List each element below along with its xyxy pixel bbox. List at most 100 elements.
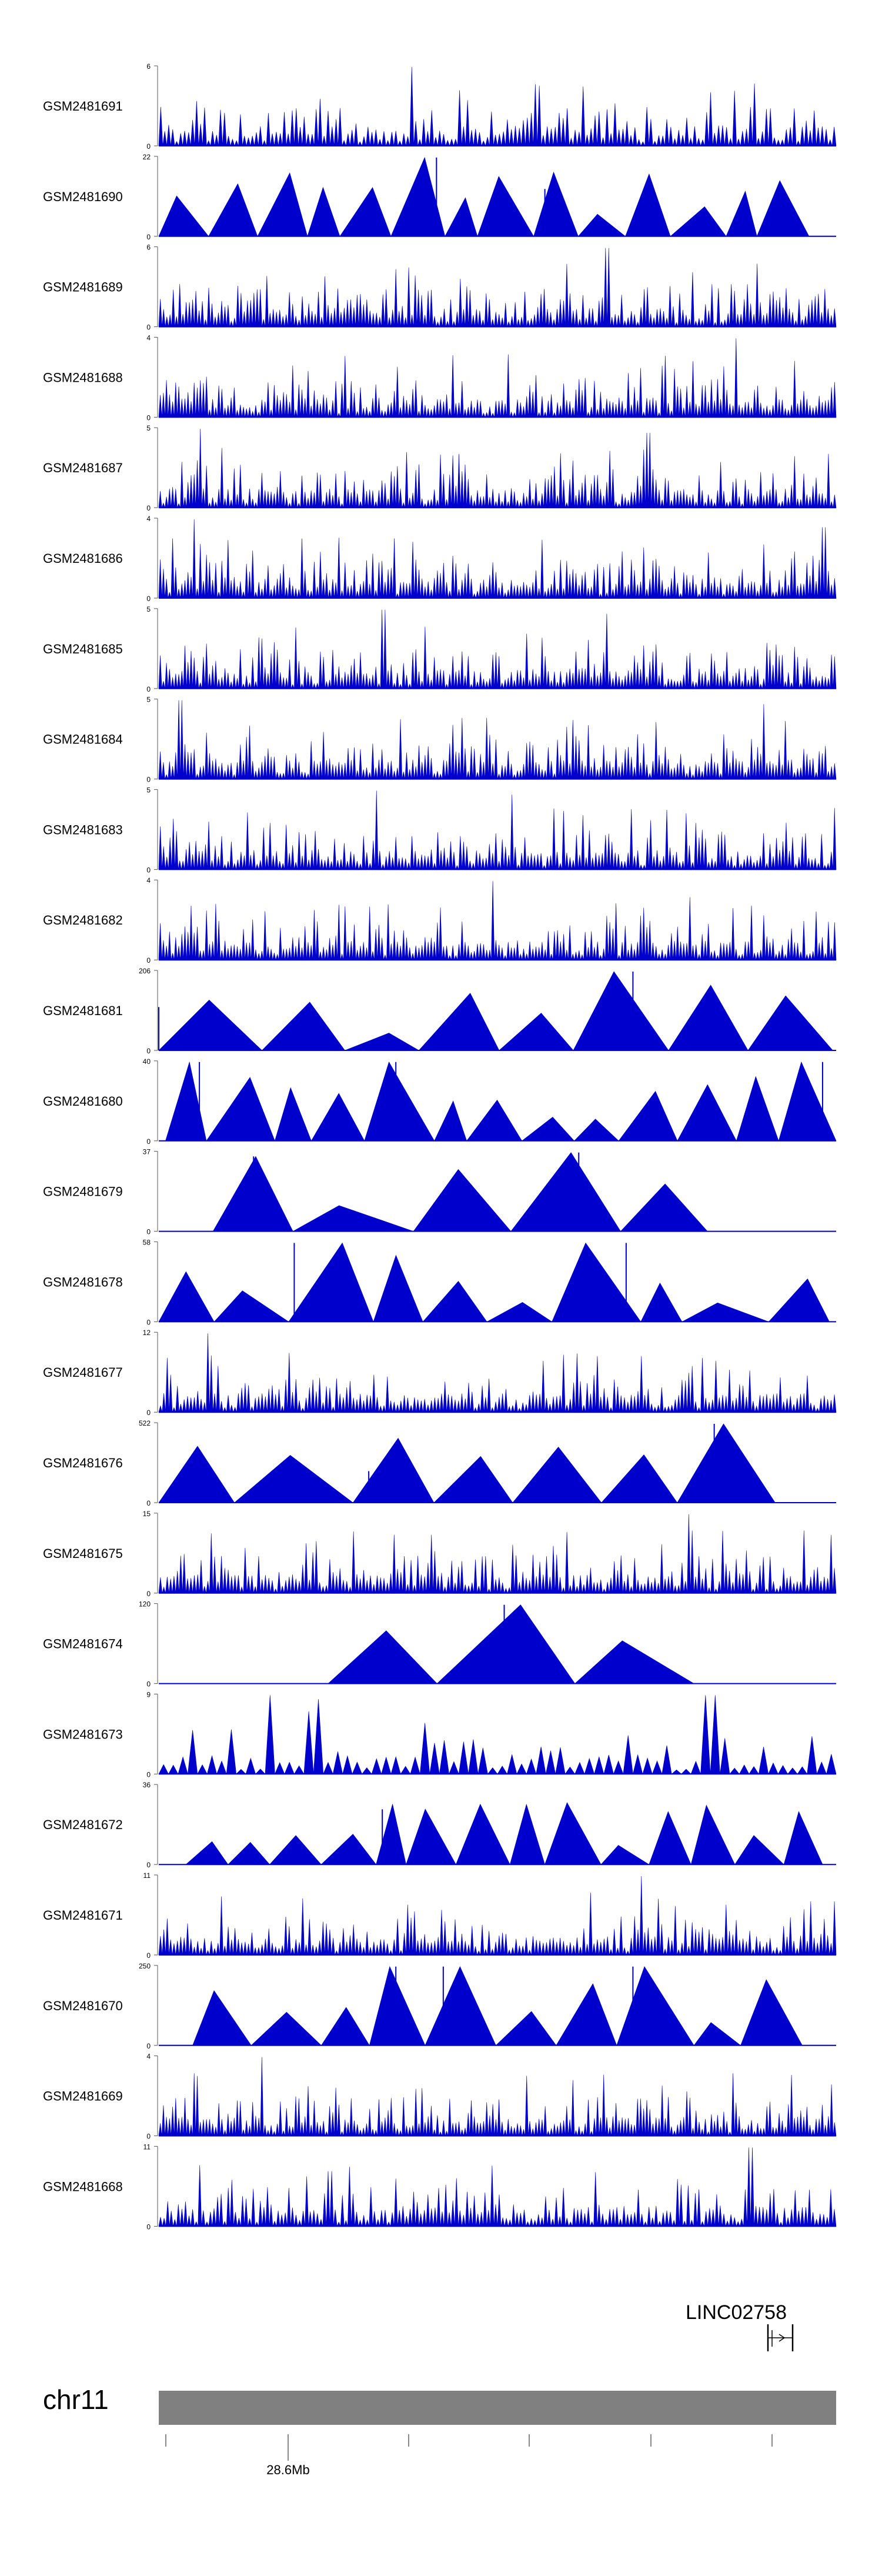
y-min-label: 0 — [146, 1680, 151, 1689]
coverage-area — [158, 881, 837, 961]
coverage-area — [165, 1061, 837, 1142]
y-max-label: 4 — [146, 876, 151, 885]
y-max-label: 12 — [143, 1329, 151, 1337]
track-label: GSM2481669 — [43, 2089, 123, 2104]
coverage-area — [158, 156, 810, 237]
y-min-label: 0 — [146, 685, 151, 693]
coverage-area — [158, 1876, 837, 1956]
coverage-area — [158, 790, 837, 870]
y-max-label: 6 — [146, 62, 151, 71]
coverage-area — [158, 609, 837, 689]
y-max-label: 250 — [139, 1962, 151, 1970]
y-max-label: 11 — [143, 1871, 151, 1880]
y-min-label: 0 — [146, 1409, 151, 1417]
track-GSM2481685: GSM2481685 5 0 — [43, 605, 837, 693]
track-label: GSM2481680 — [43, 1094, 123, 1109]
y-min-label: 0 — [146, 595, 151, 603]
track-GSM2481673: GSM2481673 9 0 — [43, 1690, 837, 1778]
y-max-label: 9 — [146, 1690, 151, 1699]
track-label: GSM2481677 — [43, 1365, 123, 1380]
y-max-label: 5 — [146, 424, 151, 432]
track-GSM2481671: GSM2481671 11 0 — [43, 1871, 837, 1960]
track-label: GSM2481671 — [43, 1908, 123, 1923]
track-GSM2481668: GSM2481668 11 0 — [43, 2143, 837, 2231]
track-GSM2481687: GSM2481687 5 0 — [43, 424, 837, 512]
coverage-area — [158, 2147, 837, 2227]
track-label: GSM2481673 — [43, 1727, 123, 1741]
track-label: GSM2481681 — [43, 1003, 123, 1018]
y-min-label: 0 — [146, 504, 151, 512]
track-GSM2481682: GSM2481682 4 0 — [43, 876, 837, 965]
y-min-label: 0 — [146, 1590, 151, 1598]
y-min-label: 0 — [146, 413, 151, 422]
coverage-area — [158, 519, 837, 599]
track-GSM2481690: GSM2481690 22 0 — [43, 153, 836, 241]
track-label: GSM2481670 — [43, 1998, 123, 2013]
track-label: GSM2481683 — [43, 822, 123, 837]
coverage-area — [212, 1152, 708, 1232]
y-min-label: 0 — [146, 233, 151, 241]
y-min-label: 0 — [146, 866, 151, 874]
y-max-label: 4 — [146, 515, 151, 523]
coverage-area — [158, 429, 837, 509]
track-GSM2481681: GSM2481681 206 0 — [43, 967, 836, 1055]
track-GSM2481684: GSM2481684 5 0 — [43, 696, 837, 784]
track-GSM2481688: GSM2481688 4 0 — [43, 333, 837, 422]
track-label: GSM2481679 — [43, 1184, 123, 1199]
track-GSM2481676: GSM2481676 522 0 — [43, 1419, 836, 1507]
y-max-label: 522 — [139, 1419, 151, 1427]
y-max-label: 206 — [139, 967, 151, 975]
y-max-label: 5 — [146, 696, 151, 704]
gene-label: LINC02758 — [686, 2301, 787, 2324]
track-GSM2481680: GSM2481680 40 0 — [43, 1057, 837, 1146]
track-label: GSM2481691 — [43, 99, 123, 114]
track-GSM2481683: GSM2481683 5 0 — [43, 786, 837, 874]
track-label: GSM2481678 — [43, 1274, 123, 1289]
y-min-label: 0 — [146, 1047, 151, 1055]
coverage-tracks: GSM248169160GSM2481690220GSM248168960GSM… — [43, 62, 837, 2231]
strand-arrow-icon — [779, 2334, 786, 2342]
chromosome-ideogram-track: chr11 28.6Mb — [43, 2384, 836, 2477]
y-min-label: 0 — [146, 776, 151, 784]
track-label: GSM2481672 — [43, 1817, 123, 1832]
track-GSM2481672: GSM2481672 36 0 — [43, 1781, 836, 1869]
y-min-label: 0 — [146, 2223, 151, 2231]
coverage-area — [158, 1514, 837, 1594]
track-label: GSM2481668 — [43, 2179, 123, 2194]
y-min-label: 0 — [146, 2042, 151, 2050]
y-min-label: 0 — [146, 1318, 151, 1326]
coverage-area — [158, 66, 837, 147]
coverage-area — [185, 1802, 823, 1866]
track-GSM2481679: GSM2481679 37 0 — [43, 1148, 836, 1236]
y-max-label: 40 — [143, 1057, 151, 1066]
y-min-label: 0 — [146, 1951, 151, 1960]
coverage-area — [328, 1604, 695, 1684]
coverage-area — [158, 971, 833, 1051]
coverage-area — [158, 1695, 837, 1775]
y-max-label: 15 — [143, 1510, 151, 1518]
coverage-area — [158, 2057, 837, 2137]
coverage-area — [158, 338, 837, 418]
track-GSM2481686: GSM2481686 4 0 — [43, 515, 837, 603]
y-min-label: 0 — [146, 1861, 151, 1869]
track-GSM2481674: GSM2481674 120 0 — [43, 1600, 836, 1689]
track-label: GSM2481685 — [43, 642, 123, 656]
coverage-area — [158, 248, 837, 328]
gene-annotation-track: LINC02758 — [686, 2301, 794, 2351]
axis-tick-label: 28.6Mb — [266, 2462, 309, 2477]
y-max-label: 11 — [143, 2143, 151, 2151]
track-label: GSM2481684 — [43, 732, 123, 747]
y-max-label: 22 — [143, 153, 151, 161]
y-max-label: 58 — [143, 1238, 151, 1246]
track-label: GSM2481675 — [43, 1546, 123, 1561]
track-GSM2481678: GSM2481678 58 0 — [43, 1238, 836, 1326]
y-max-label: 4 — [146, 333, 151, 342]
gene-structure-icon — [767, 2324, 794, 2351]
track-label: GSM2481686 — [43, 551, 123, 566]
y-max-label: 120 — [139, 1600, 151, 1609]
y-max-label: 37 — [143, 1148, 151, 1156]
track-label: GSM2481689 — [43, 280, 123, 295]
track-label: GSM2481674 — [43, 1637, 123, 1651]
y-min-label: 0 — [146, 1228, 151, 1236]
chromosome-label: chr11 — [43, 2384, 109, 2415]
